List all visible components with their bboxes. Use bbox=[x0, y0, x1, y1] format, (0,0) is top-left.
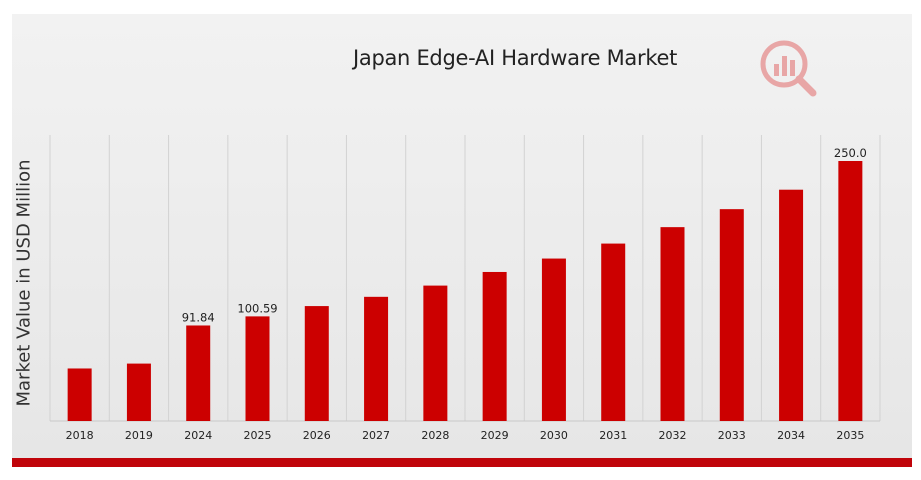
x-tick-label-2032: 2032 bbox=[659, 429, 687, 442]
bar-2027 bbox=[364, 296, 389, 421]
bar-2029 bbox=[482, 271, 507, 421]
x-tick-label-2030: 2030 bbox=[540, 429, 568, 442]
x-tick-label-2034: 2034 bbox=[777, 429, 805, 442]
bar-2035 bbox=[838, 161, 863, 421]
x-tick-label-2025: 2025 bbox=[244, 429, 272, 442]
x-tick-label-2031: 2031 bbox=[599, 429, 627, 442]
bar-2032 bbox=[660, 227, 685, 421]
x-axis-ticks: 2018 2019 2024 2025 2026 2027 2028 2029 2030 2031… bbox=[66, 429, 865, 442]
bottom-accent-band bbox=[12, 458, 912, 467]
bar-2018 bbox=[67, 368, 92, 421]
bar-2031 bbox=[601, 243, 626, 421]
bar-2033 bbox=[719, 209, 744, 421]
bar-2019 bbox=[126, 363, 151, 421]
bars bbox=[67, 161, 863, 421]
x-tick-label-2028: 2028 bbox=[421, 429, 449, 442]
brand-logo-icon bbox=[760, 40, 817, 97]
data-label-2035: 250.0 bbox=[834, 146, 867, 160]
bar-2030 bbox=[541, 258, 566, 421]
data-label-2025: 100.59 bbox=[237, 301, 277, 315]
x-tick-label-2033: 2033 bbox=[718, 429, 746, 442]
x-tick-label-2018: 2018 bbox=[66, 429, 94, 442]
x-tick-label-2027: 2027 bbox=[362, 429, 390, 442]
grid-lines bbox=[49, 135, 881, 421]
bar-2026 bbox=[304, 306, 329, 421]
bar-2028 bbox=[423, 285, 448, 421]
x-tick-label-2026: 2026 bbox=[303, 429, 331, 442]
bar-2024 bbox=[186, 325, 211, 421]
x-tick-label-2035: 2035 bbox=[836, 429, 864, 442]
x-tick-label-2019: 2019 bbox=[125, 429, 153, 442]
bar-2025 bbox=[245, 316, 270, 421]
data-label-2024: 91.84 bbox=[182, 310, 215, 324]
chart-title: Japan Edge-AI Hardware Market bbox=[353, 46, 677, 70]
bar-2034 bbox=[779, 189, 804, 421]
x-tick-label-2024: 2024 bbox=[184, 429, 212, 442]
data-labels: 91.84 100.59 250.0 bbox=[182, 146, 867, 324]
chart-card bbox=[12, 14, 912, 460]
x-tick-label-2029: 2029 bbox=[481, 429, 509, 442]
